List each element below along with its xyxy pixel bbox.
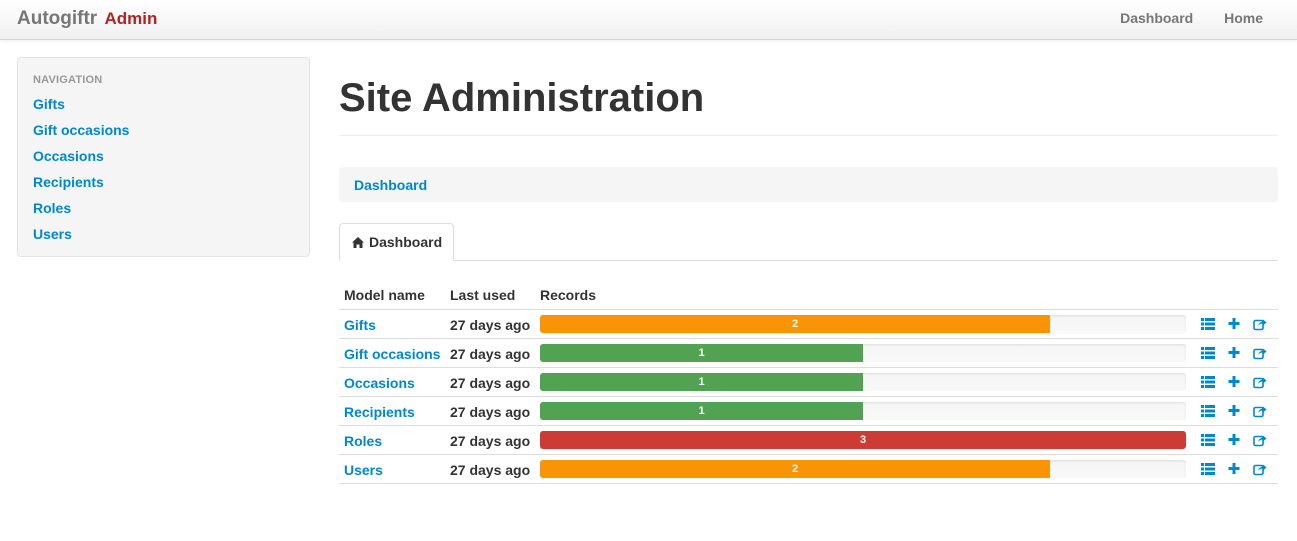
sidebar-list: Gifts Gift occasions Occasions Recipient… (33, 96, 129, 252)
page-title: Site Administration (339, 76, 705, 120)
records-count: 1 (540, 402, 863, 420)
model-name-link[interactable]: Recipients (344, 404, 415, 420)
list-icon[interactable] (1201, 317, 1215, 331)
records-count: 3 (540, 431, 1186, 449)
list-icon[interactable] (1201, 433, 1215, 447)
brand-suffix: Admin (104, 9, 158, 28)
sidebar-item-recipients[interactable]: Recipients (33, 174, 104, 190)
plus-icon[interactable] (1228, 346, 1240, 360)
top-navbar: Autogiftr Admin Dashboard Home (0, 0, 1297, 40)
records-progress-bar: 3 (540, 431, 1186, 449)
tab-dashboard-label: Dashboard (369, 234, 443, 250)
breadcrumb: Dashboard (339, 167, 1278, 202)
table-row: Users 27 days ago 2 (339, 455, 1278, 484)
list-icon[interactable] (1201, 375, 1215, 389)
records-count: 1 (540, 344, 863, 362)
navbar-links: Dashboard Home (1093, 10, 1263, 26)
column-header-last-used: Last used (450, 287, 516, 303)
last-used-value: 27 days ago (450, 433, 531, 449)
records-progress-bar: 2 (540, 460, 1186, 478)
list-icon[interactable] (1201, 346, 1215, 360)
model-name-link[interactable]: Users (344, 462, 383, 478)
table-row: Gifts 27 days ago 2 (339, 310, 1278, 339)
plus-icon[interactable] (1228, 375, 1240, 389)
last-used-value: 27 days ago (450, 317, 531, 333)
last-used-value: 27 days ago (450, 375, 531, 391)
table-header: Model name Last used Records (339, 280, 1278, 310)
models-table: Model name Last used Records Gifts 27 day… (339, 280, 1278, 484)
model-name-link[interactable]: Roles (344, 433, 383, 449)
sidebar-item-gift-occasions[interactable]: Gift occasions (33, 122, 130, 138)
tabs-divider (339, 260, 1278, 261)
records-count: 2 (540, 315, 1050, 333)
sidebar-item-roles[interactable]: Roles (33, 200, 72, 216)
last-used-value: 27 days ago (450, 462, 531, 478)
sidebar-item-occasions[interactable]: Occasions (33, 148, 104, 164)
export-icon[interactable] (1253, 462, 1267, 476)
records-count: 2 (540, 460, 1050, 478)
column-header-model-name: Model name (344, 287, 425, 303)
breadcrumb-dashboard[interactable]: Dashboard (354, 177, 428, 193)
export-icon[interactable] (1253, 433, 1267, 447)
title-divider (339, 135, 1278, 136)
home-icon (352, 237, 364, 248)
records-progress-bar: 1 (540, 402, 1186, 420)
column-header-records: Records (540, 287, 597, 303)
model-name-link[interactable]: Gift occasions (344, 346, 441, 362)
navbar-link-home[interactable]: Home (1224, 10, 1263, 26)
sidebar-item-users[interactable]: Users (33, 226, 72, 242)
plus-icon[interactable] (1228, 433, 1240, 447)
last-used-value: 27 days ago (450, 346, 531, 362)
plus-icon[interactable] (1228, 317, 1240, 331)
navbar-link-dashboard[interactable]: Dashboard (1120, 10, 1194, 26)
tab-dashboard[interactable]: Dashboard (339, 223, 454, 261)
sidebar: NAVIGATION Gifts Gift occasions Occasion… (17, 57, 310, 257)
list-icon[interactable] (1201, 462, 1215, 476)
export-icon[interactable] (1253, 317, 1267, 331)
sidebar-header: NAVIGATION (33, 74, 103, 86)
export-icon[interactable] (1253, 404, 1267, 418)
table-body: Gifts 27 days ago 2 Gift occasions 27 days a… (339, 310, 1278, 484)
plus-icon[interactable] (1228, 462, 1240, 476)
table-row: Recipients 27 days ago 1 (339, 397, 1278, 426)
model-name-link[interactable]: Gifts (344, 317, 376, 333)
records-count: 1 (540, 373, 863, 391)
plus-icon[interactable] (1228, 404, 1240, 418)
records-progress-bar: 1 (540, 344, 1186, 362)
records-progress-bar: 1 (540, 373, 1186, 391)
sidebar-item-gifts[interactable]: Gifts (33, 96, 65, 112)
export-icon[interactable] (1253, 346, 1267, 360)
list-icon[interactable] (1201, 404, 1215, 418)
brand[interactable]: Autogiftr Admin (17, 8, 157, 30)
records-progress-bar: 2 (540, 315, 1186, 333)
table-row: Gift occasions 27 days ago 1 (339, 339, 1278, 368)
brand-name: Autogiftr (17, 8, 98, 29)
export-icon[interactable] (1253, 375, 1267, 389)
table-row: Roles 27 days ago 3 (339, 426, 1278, 455)
table-row: Occasions 27 days ago 1 (339, 368, 1278, 397)
last-used-value: 27 days ago (450, 404, 531, 420)
model-name-link[interactable]: Occasions (344, 375, 415, 391)
